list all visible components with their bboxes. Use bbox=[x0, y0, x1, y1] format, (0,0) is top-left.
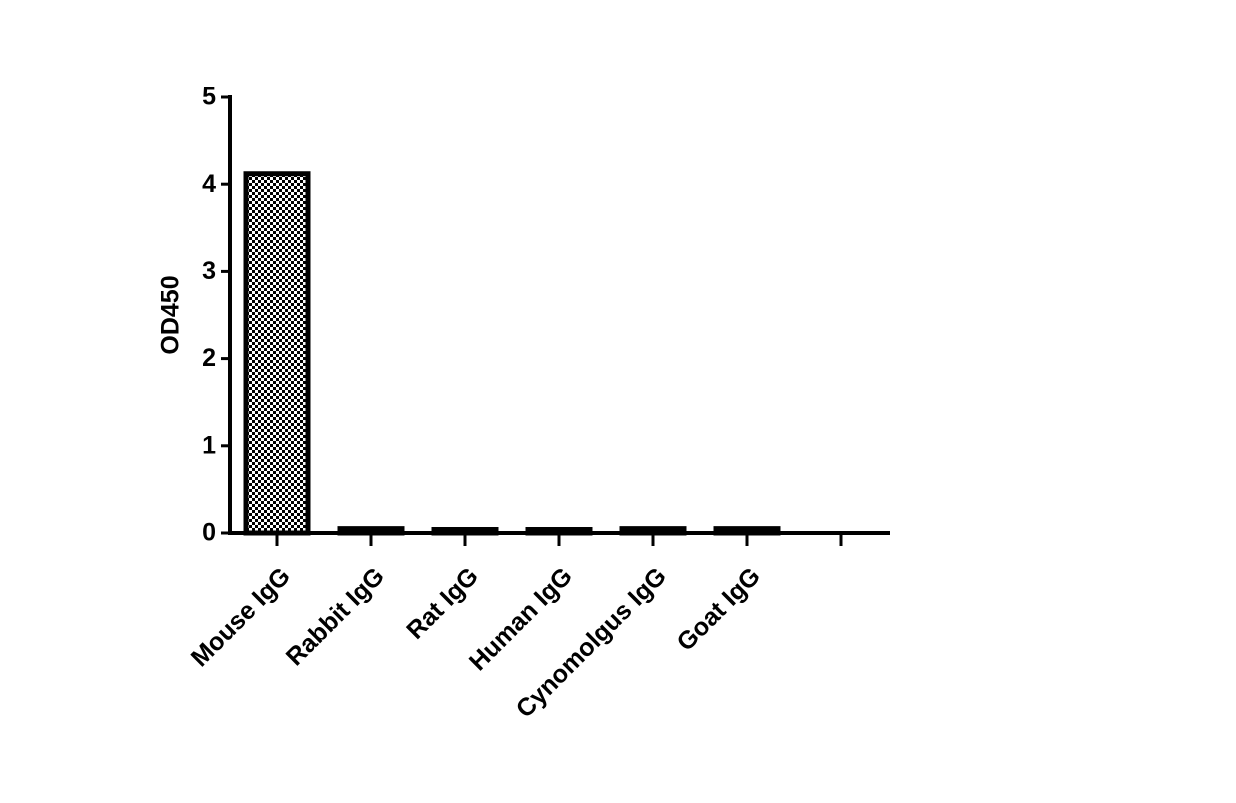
bar bbox=[619, 526, 687, 536]
x-tick-label: Rabbit IgG bbox=[281, 562, 390, 671]
y-tick-label: 3 bbox=[202, 257, 216, 285]
y-tick-label: 4 bbox=[202, 170, 216, 198]
x-tick-label: Goat IgG bbox=[671, 562, 765, 656]
bar bbox=[525, 527, 593, 536]
y-tick-label: 2 bbox=[202, 344, 216, 372]
y-tick-label: 1 bbox=[202, 431, 216, 459]
y-tick-label: 0 bbox=[202, 519, 216, 547]
bar bbox=[337, 526, 405, 536]
x-tick-label: Rat IgG bbox=[401, 562, 484, 645]
y-tick-label: 5 bbox=[202, 83, 216, 111]
bar bbox=[431, 527, 499, 536]
x-tick-label: Mouse IgG bbox=[186, 562, 296, 672]
bar bbox=[713, 526, 781, 536]
bar bbox=[243, 171, 311, 536]
y-axis-label: OD450 bbox=[157, 275, 185, 354]
